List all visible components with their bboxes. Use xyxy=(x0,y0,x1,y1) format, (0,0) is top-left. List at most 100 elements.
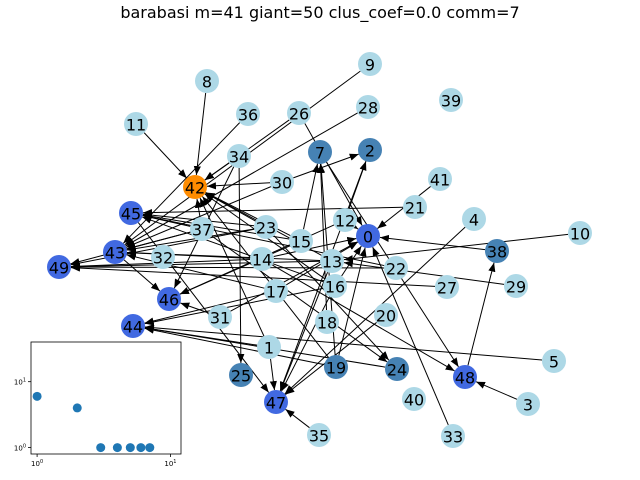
node-label: 20 xyxy=(376,307,396,326)
node-48: 48 xyxy=(453,365,477,389)
node-label: 17 xyxy=(266,283,286,302)
node-label: 30 xyxy=(272,174,292,193)
node-20: 20 xyxy=(374,303,398,327)
node-35: 35 xyxy=(307,423,331,447)
edge-21-to-45 xyxy=(143,207,403,212)
node-37: 37 xyxy=(190,217,214,241)
node-label: 12 xyxy=(335,212,355,231)
node-label: 45 xyxy=(121,205,141,224)
node-25: 25 xyxy=(229,363,253,387)
node-label: 8 xyxy=(202,73,212,92)
node-10: 10 xyxy=(568,221,592,245)
node-label: 9 xyxy=(365,56,375,75)
node-8: 8 xyxy=(195,69,219,93)
scatter-point xyxy=(145,443,154,452)
node-label: 27 xyxy=(437,279,457,298)
node-label: 28 xyxy=(358,99,378,118)
scatter-point xyxy=(73,403,82,412)
node-label: 39 xyxy=(441,92,461,111)
node-label: 1 xyxy=(264,339,274,358)
node-label: 42 xyxy=(185,179,205,198)
scatter-point xyxy=(126,443,135,452)
node-label: 49 xyxy=(49,259,69,278)
node-5: 5 xyxy=(542,349,566,373)
node-4: 4 xyxy=(462,207,486,231)
node-label: 41 xyxy=(430,171,450,190)
node-label: 44 xyxy=(123,318,143,337)
node-label: 38 xyxy=(487,243,507,262)
node-label: 35 xyxy=(309,427,329,446)
node-label: 3 xyxy=(523,396,533,415)
x-tick-label: 101 xyxy=(164,459,176,468)
node-label: 10 xyxy=(570,225,590,244)
edge-11-to-42 xyxy=(144,133,187,178)
edge-27-to-49 xyxy=(71,268,435,287)
node-36: 36 xyxy=(236,102,260,126)
node-27: 27 xyxy=(435,275,459,299)
node-label: 7 xyxy=(315,144,325,163)
node-24: 24 xyxy=(385,357,409,381)
node-label: 36 xyxy=(238,106,258,125)
node-22: 22 xyxy=(384,256,408,280)
edge-3-to-48 xyxy=(476,382,517,400)
x-tick-label: 100 xyxy=(31,459,43,468)
node-12: 12 xyxy=(333,208,357,232)
node-label: 33 xyxy=(443,428,463,447)
node-9: 9 xyxy=(358,52,382,76)
scatter-point xyxy=(136,443,145,452)
scatter-point xyxy=(96,443,105,452)
node-label: 24 xyxy=(387,361,407,380)
edge-26-to-0 xyxy=(305,123,362,225)
node-45: 45 xyxy=(119,201,143,225)
node-label: 16 xyxy=(325,278,345,297)
node-label: 18 xyxy=(317,314,337,333)
node-label: 43 xyxy=(105,244,125,263)
node-41: 41 xyxy=(428,167,452,191)
node-label: 11 xyxy=(126,116,146,135)
degree-distribution-inset: 100 101100101 xyxy=(14,342,181,468)
edge-48-to-38 xyxy=(468,263,494,366)
edge-37-to-42 xyxy=(197,199,200,217)
node-label: 34 xyxy=(229,148,249,167)
node-label: 4 xyxy=(469,211,479,230)
node-42: 42 xyxy=(183,175,207,199)
inset-axes-frame xyxy=(31,342,181,454)
node-label: 15 xyxy=(291,233,311,252)
node-43: 43 xyxy=(103,240,127,264)
node-21: 21 xyxy=(403,195,427,219)
node-label: 46 xyxy=(159,291,179,310)
edge-35-to-47 xyxy=(286,409,310,427)
node-label: 5 xyxy=(549,353,559,372)
node-40: 40 xyxy=(402,387,426,411)
edge-34-to-25 xyxy=(239,168,241,363)
node-label: 19 xyxy=(326,359,346,378)
node-label: 13 xyxy=(322,253,342,272)
node-39: 39 xyxy=(439,88,463,112)
node-11: 11 xyxy=(124,112,148,136)
node-label: 31 xyxy=(210,309,230,328)
node-44: 44 xyxy=(121,314,145,338)
figure-title: barabasi m=41 giant=50 clus_coef=0.0 com… xyxy=(120,3,519,23)
node-label: 37 xyxy=(192,221,212,240)
node-32: 32 xyxy=(151,245,175,269)
node-30: 30 xyxy=(270,170,294,194)
node-38: 38 xyxy=(485,239,509,263)
node-14: 14 xyxy=(250,247,274,271)
node-label: 23 xyxy=(256,219,276,238)
node-label: 25 xyxy=(231,367,251,386)
edge-38-to-0 xyxy=(380,237,485,249)
node-0: 0 xyxy=(356,224,380,248)
node-3: 3 xyxy=(516,392,540,416)
node-33: 33 xyxy=(441,424,465,448)
node-7: 7 xyxy=(308,140,332,164)
y-tick-label: 100 xyxy=(14,444,26,453)
node-13: 13 xyxy=(320,249,344,273)
node-label: 14 xyxy=(252,251,272,270)
node-26: 26 xyxy=(287,101,311,125)
node-49: 49 xyxy=(47,255,71,279)
edge-5-to-44 xyxy=(145,327,542,360)
node-label: 48 xyxy=(455,369,475,388)
node-label: 32 xyxy=(153,249,173,268)
node-18: 18 xyxy=(315,310,339,334)
